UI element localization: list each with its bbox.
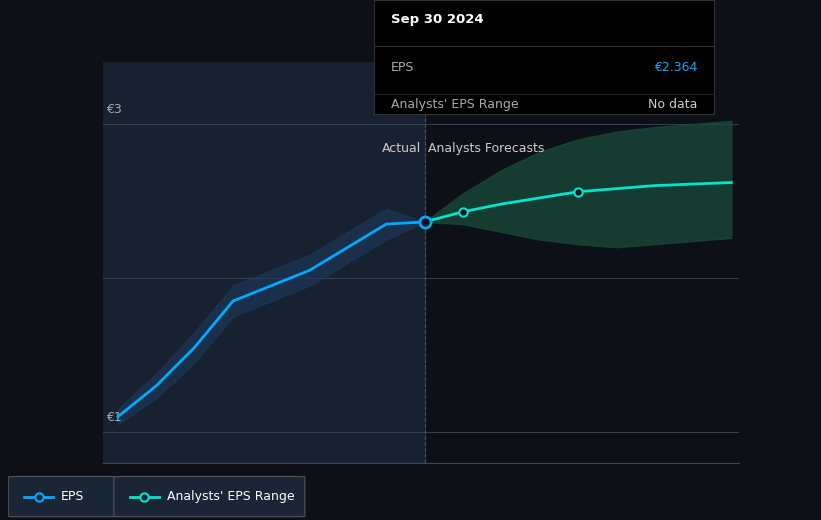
Text: €2.364: €2.364 — [654, 61, 697, 74]
Text: Analysts' EPS Range: Analysts' EPS Range — [391, 98, 518, 111]
Bar — [95, 62, 424, 463]
Text: Actual: Actual — [383, 142, 421, 155]
Text: €1: €1 — [106, 411, 122, 424]
Text: €3: €3 — [106, 103, 122, 116]
Text: Analysts Forecasts: Analysts Forecasts — [428, 142, 544, 155]
FancyBboxPatch shape — [8, 476, 118, 517]
Text: No data: No data — [648, 98, 697, 111]
Text: EPS: EPS — [391, 61, 414, 74]
Text: EPS: EPS — [61, 490, 85, 503]
FancyBboxPatch shape — [114, 476, 305, 517]
Text: Sep 30 2024: Sep 30 2024 — [391, 13, 484, 26]
Text: Analysts' EPS Range: Analysts' EPS Range — [167, 490, 295, 503]
